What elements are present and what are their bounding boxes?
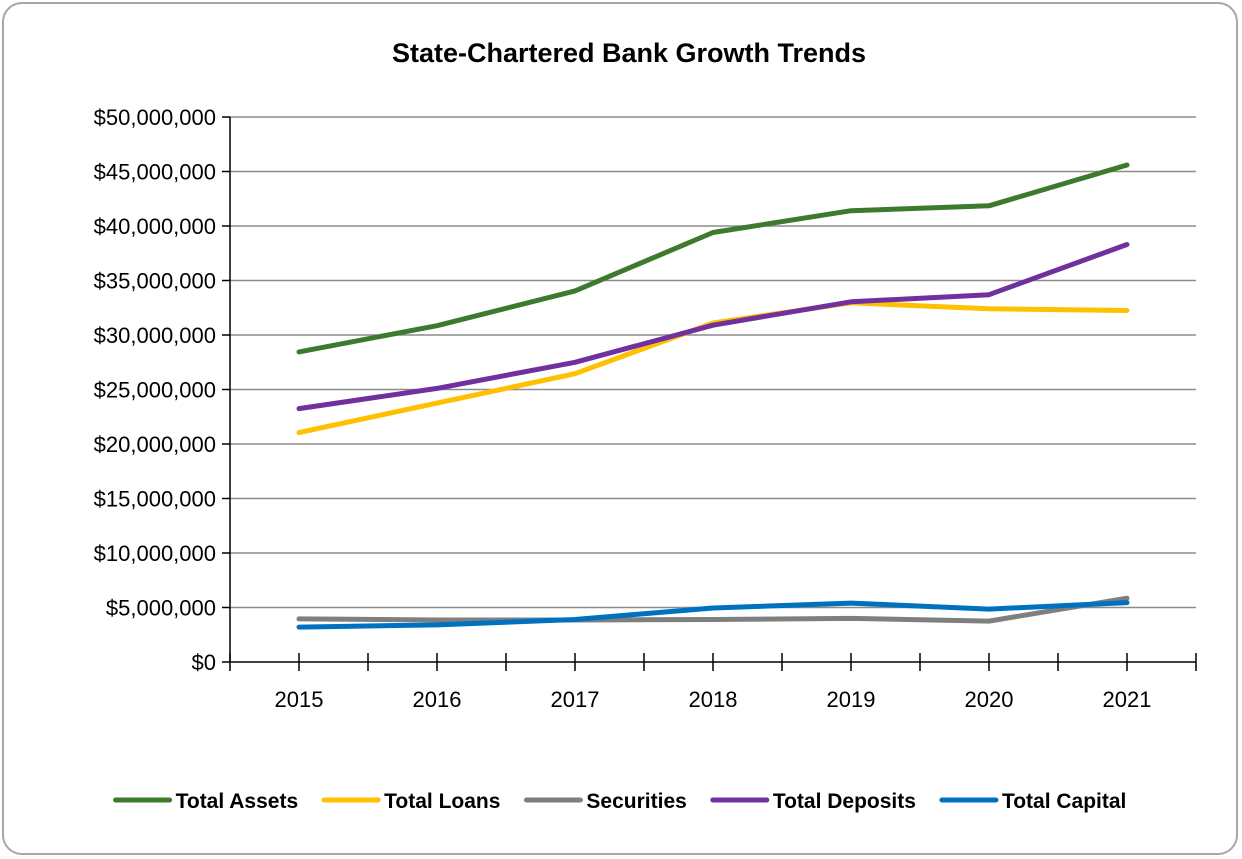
y-tick-label: $10,000,000	[94, 541, 216, 566]
y-tick-label: $40,000,000	[94, 214, 216, 239]
x-tick-label: 2015	[275, 687, 324, 712]
legend-label: Total Loans	[384, 790, 500, 813]
legend-label: Total Capital	[1002, 790, 1126, 813]
x-tick-label: 2017	[551, 687, 600, 712]
legend-label: Total Deposits	[773, 790, 916, 813]
legend: Total Assets Total Loans Securities Total D…	[113, 790, 1126, 813]
y-tick-label: $30,000,000	[94, 323, 216, 348]
x-tick-label: 2021	[1103, 687, 1152, 712]
series-line-securities	[296, 595, 1130, 624]
y-tick-label: $5,000,000	[106, 596, 216, 621]
series-lines	[296, 162, 1130, 630]
legend-item-securities: Securities	[523, 790, 687, 813]
series-line-total-capital	[296, 600, 1130, 630]
y-tick-label: $45,000,000	[94, 160, 216, 185]
y-tick-label: $0	[192, 650, 216, 675]
legend-label: Total Assets	[176, 790, 299, 813]
x-tick-label: 2019	[827, 687, 876, 712]
x-tick-label: 2020	[965, 687, 1014, 712]
x-tick-label: 2018	[689, 687, 738, 712]
axes: $0 $5,000,000 $10,000,000 $15,000,000 $20,00…	[94, 105, 1197, 712]
legend-item-total-assets: Total Assets	[113, 790, 299, 813]
y-tick-label: $15,000,000	[94, 487, 216, 512]
chart-title: State-Chartered Bank Growth Trends	[391, 38, 867, 68]
legend-item-total-deposits: Total Deposits	[710, 790, 916, 813]
y-tick-label: $25,000,000	[94, 378, 216, 403]
x-tick-label: 2016	[413, 687, 462, 712]
y-tick-label: $35,000,000	[94, 269, 216, 294]
legend-item-total-loans: Total Loans	[321, 790, 500, 813]
y-tick-label: $50,000,000	[94, 105, 216, 130]
gridlines	[230, 116, 1196, 609]
series-line-total-loans	[296, 300, 1130, 436]
series-line-total-assets	[296, 162, 1130, 355]
legend-item-total-capital: Total Capital	[939, 790, 1126, 813]
y-tick-label: $20,000,000	[94, 432, 216, 457]
legend-label: Securities	[586, 790, 686, 813]
series-line-total-deposits	[296, 242, 1130, 412]
